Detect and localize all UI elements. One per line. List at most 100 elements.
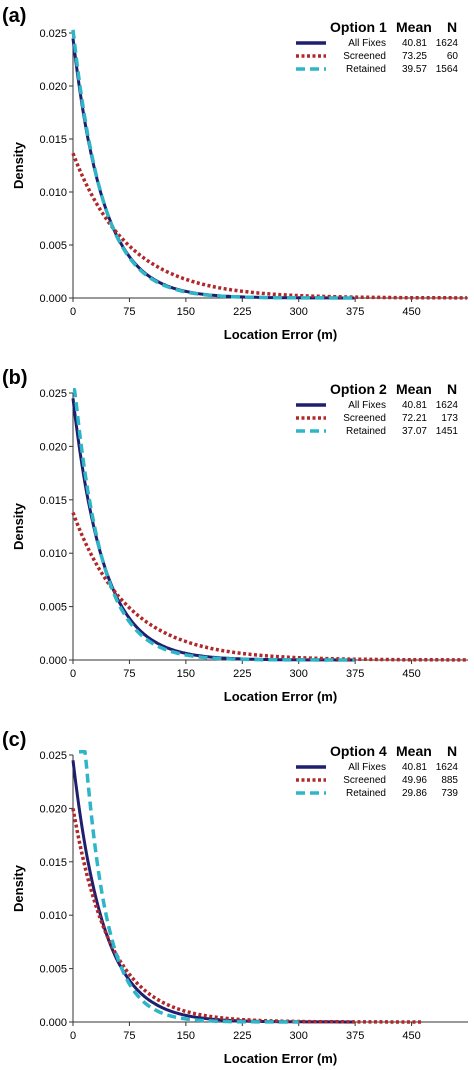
x-axis-title: Location Error (m) (224, 327, 337, 342)
legend-series-name: Retained (346, 64, 386, 75)
x-tick-label: 450 (402, 668, 420, 680)
legend-series-n: 1624 (436, 762, 459, 773)
y-tick-label: 0.025 (39, 388, 67, 400)
series-line-retained (78, 750, 299, 1024)
legend-header-mean: Mean (396, 743, 432, 759)
legend: Option 2 Mean N All Fixes 40.81 1624 Screened 7… (296, 381, 458, 437)
legend-title: Option 1 (330, 19, 387, 35)
legend-series-n: 1564 (436, 64, 459, 75)
x-tick-label: 375 (346, 1030, 364, 1042)
x-tick-label: 75 (123, 668, 135, 680)
legend-series-n: 739 (441, 788, 458, 799)
y-tick-label: 0.010 (39, 548, 67, 560)
y-tick-label: 0.000 (39, 1017, 67, 1029)
chart-panel-2: (b) 0.000 0.005 0.010 0.015 0.020 0.025 0 75 150 2… (2, 367, 468, 704)
legend-series-n: 1624 (436, 400, 459, 411)
x-tick-label: 150 (177, 1030, 195, 1042)
series-line-retained (72, 388, 355, 662)
x-tick-label: 225 (233, 668, 251, 680)
series-line-all-fixes (71, 760, 355, 1024)
legend-header-n: N (447, 743, 457, 759)
y-tick-label: 0.025 (39, 28, 67, 40)
series-line-screened (71, 808, 423, 1024)
legend-series-mean: 40.81 (402, 400, 427, 411)
legend-series-mean: 29.86 (402, 788, 427, 799)
y-axis-title: Density (11, 502, 26, 550)
x-tick-label: 450 (402, 306, 420, 318)
y-tick-label: 0.005 (39, 964, 67, 976)
x-tick-label: 225 (233, 1030, 251, 1042)
series-line-retained (71, 29, 355, 300)
legend-series-name: Screened (343, 413, 386, 424)
x-axis-title: Location Error (m) (224, 689, 337, 704)
legend-series-n: 173 (441, 413, 458, 424)
legend: Option 4 Mean N All Fixes 40.81 1624 Screened 4… (296, 743, 458, 799)
legend-series-n: 885 (441, 775, 458, 786)
x-tick-label: 0 (70, 306, 76, 318)
x-tick-label: 300 (290, 306, 308, 318)
legend-header-n: N (447, 19, 457, 35)
y-tick-label: 0.025 (39, 750, 67, 762)
legend-header-mean: Mean (396, 19, 432, 35)
legend-series-mean: 37.07 (402, 426, 427, 437)
legend-series-n: 1624 (436, 38, 459, 49)
x-tick-label: 225 (233, 306, 251, 318)
x-tick-label: 375 (346, 668, 364, 680)
series-line-screened (71, 511, 468, 662)
y-tick-label: 0.020 (39, 441, 67, 453)
y-tick-label: 0.000 (39, 293, 67, 305)
series-line-all-fixes (71, 398, 355, 662)
y-tick-label: 0.015 (39, 134, 67, 146)
chart-panel-3: (c) 0.000 0.005 0.010 0.015 0.020 0.025 0 75 150 2… (2, 729, 468, 1066)
y-axis-title: Density (11, 864, 26, 912)
x-tick-label: 300 (290, 1030, 308, 1042)
legend-series-name: All Fixes (348, 762, 386, 773)
legend-series-n: 1451 (436, 426, 459, 437)
y-tick-label: 0.020 (39, 803, 67, 815)
x-axis-title: Location Error (m) (224, 1051, 337, 1066)
legend-series-name: Screened (343, 775, 386, 786)
legend-series-name: Retained (346, 426, 386, 437)
panel-label: (b) (2, 367, 28, 389)
legend-series-mean: 39.57 (402, 64, 427, 75)
legend: Option 1 Mean N All Fixes 40.81 1624 Screened 7… (296, 19, 458, 75)
legend-series-mean: 40.81 (402, 38, 427, 49)
y-tick-label: 0.005 (39, 240, 67, 252)
x-tick-label: 0 (70, 1030, 76, 1042)
x-tick-label: 450 (402, 1030, 420, 1042)
legend-series-mean: 49.96 (402, 775, 427, 786)
x-tick-label: 300 (290, 668, 308, 680)
legend-header-mean: Mean (396, 381, 432, 397)
x-tick-label: 75 (123, 306, 135, 318)
y-tick-label: 0.000 (39, 655, 67, 667)
legend-header-n: N (447, 381, 457, 397)
x-tick-label: 75 (123, 1030, 135, 1042)
x-tick-label: 0 (70, 668, 76, 680)
y-axis-title: Density (11, 141, 26, 189)
y-tick-label: 0.015 (39, 495, 67, 507)
y-tick-label: 0.020 (39, 81, 67, 93)
panel-label: (c) (2, 729, 26, 751)
chart-panel-1: (a) 0.000 0.005 0.010 0.015 0.020 0.025 0 75 150 2… (2, 5, 468, 342)
y-tick-label: 0.015 (39, 857, 67, 869)
series-line-screened (71, 152, 468, 300)
y-tick-label: 0.005 (39, 602, 67, 614)
y-tick-label: 0.010 (39, 910, 67, 922)
x-tick-label: 150 (177, 668, 195, 680)
y-tick-label: 0.010 (39, 187, 67, 199)
legend-title: Option 4 (330, 743, 387, 759)
legend-series-n: 60 (447, 51, 459, 62)
legend-series-mean: 40.81 (402, 762, 427, 773)
legend-series-name: All Fixes (348, 38, 386, 49)
legend-series-name: Retained (346, 788, 386, 799)
legend-series-mean: 72.21 (402, 413, 427, 424)
legend-series-mean: 73.25 (402, 51, 427, 62)
series-line-all-fixes (71, 38, 355, 300)
legend-title: Option 2 (330, 381, 387, 397)
x-tick-label: 375 (346, 306, 364, 318)
legend-series-name: Screened (343, 51, 386, 62)
x-tick-label: 150 (177, 306, 195, 318)
legend-series-name: All Fixes (348, 400, 386, 411)
